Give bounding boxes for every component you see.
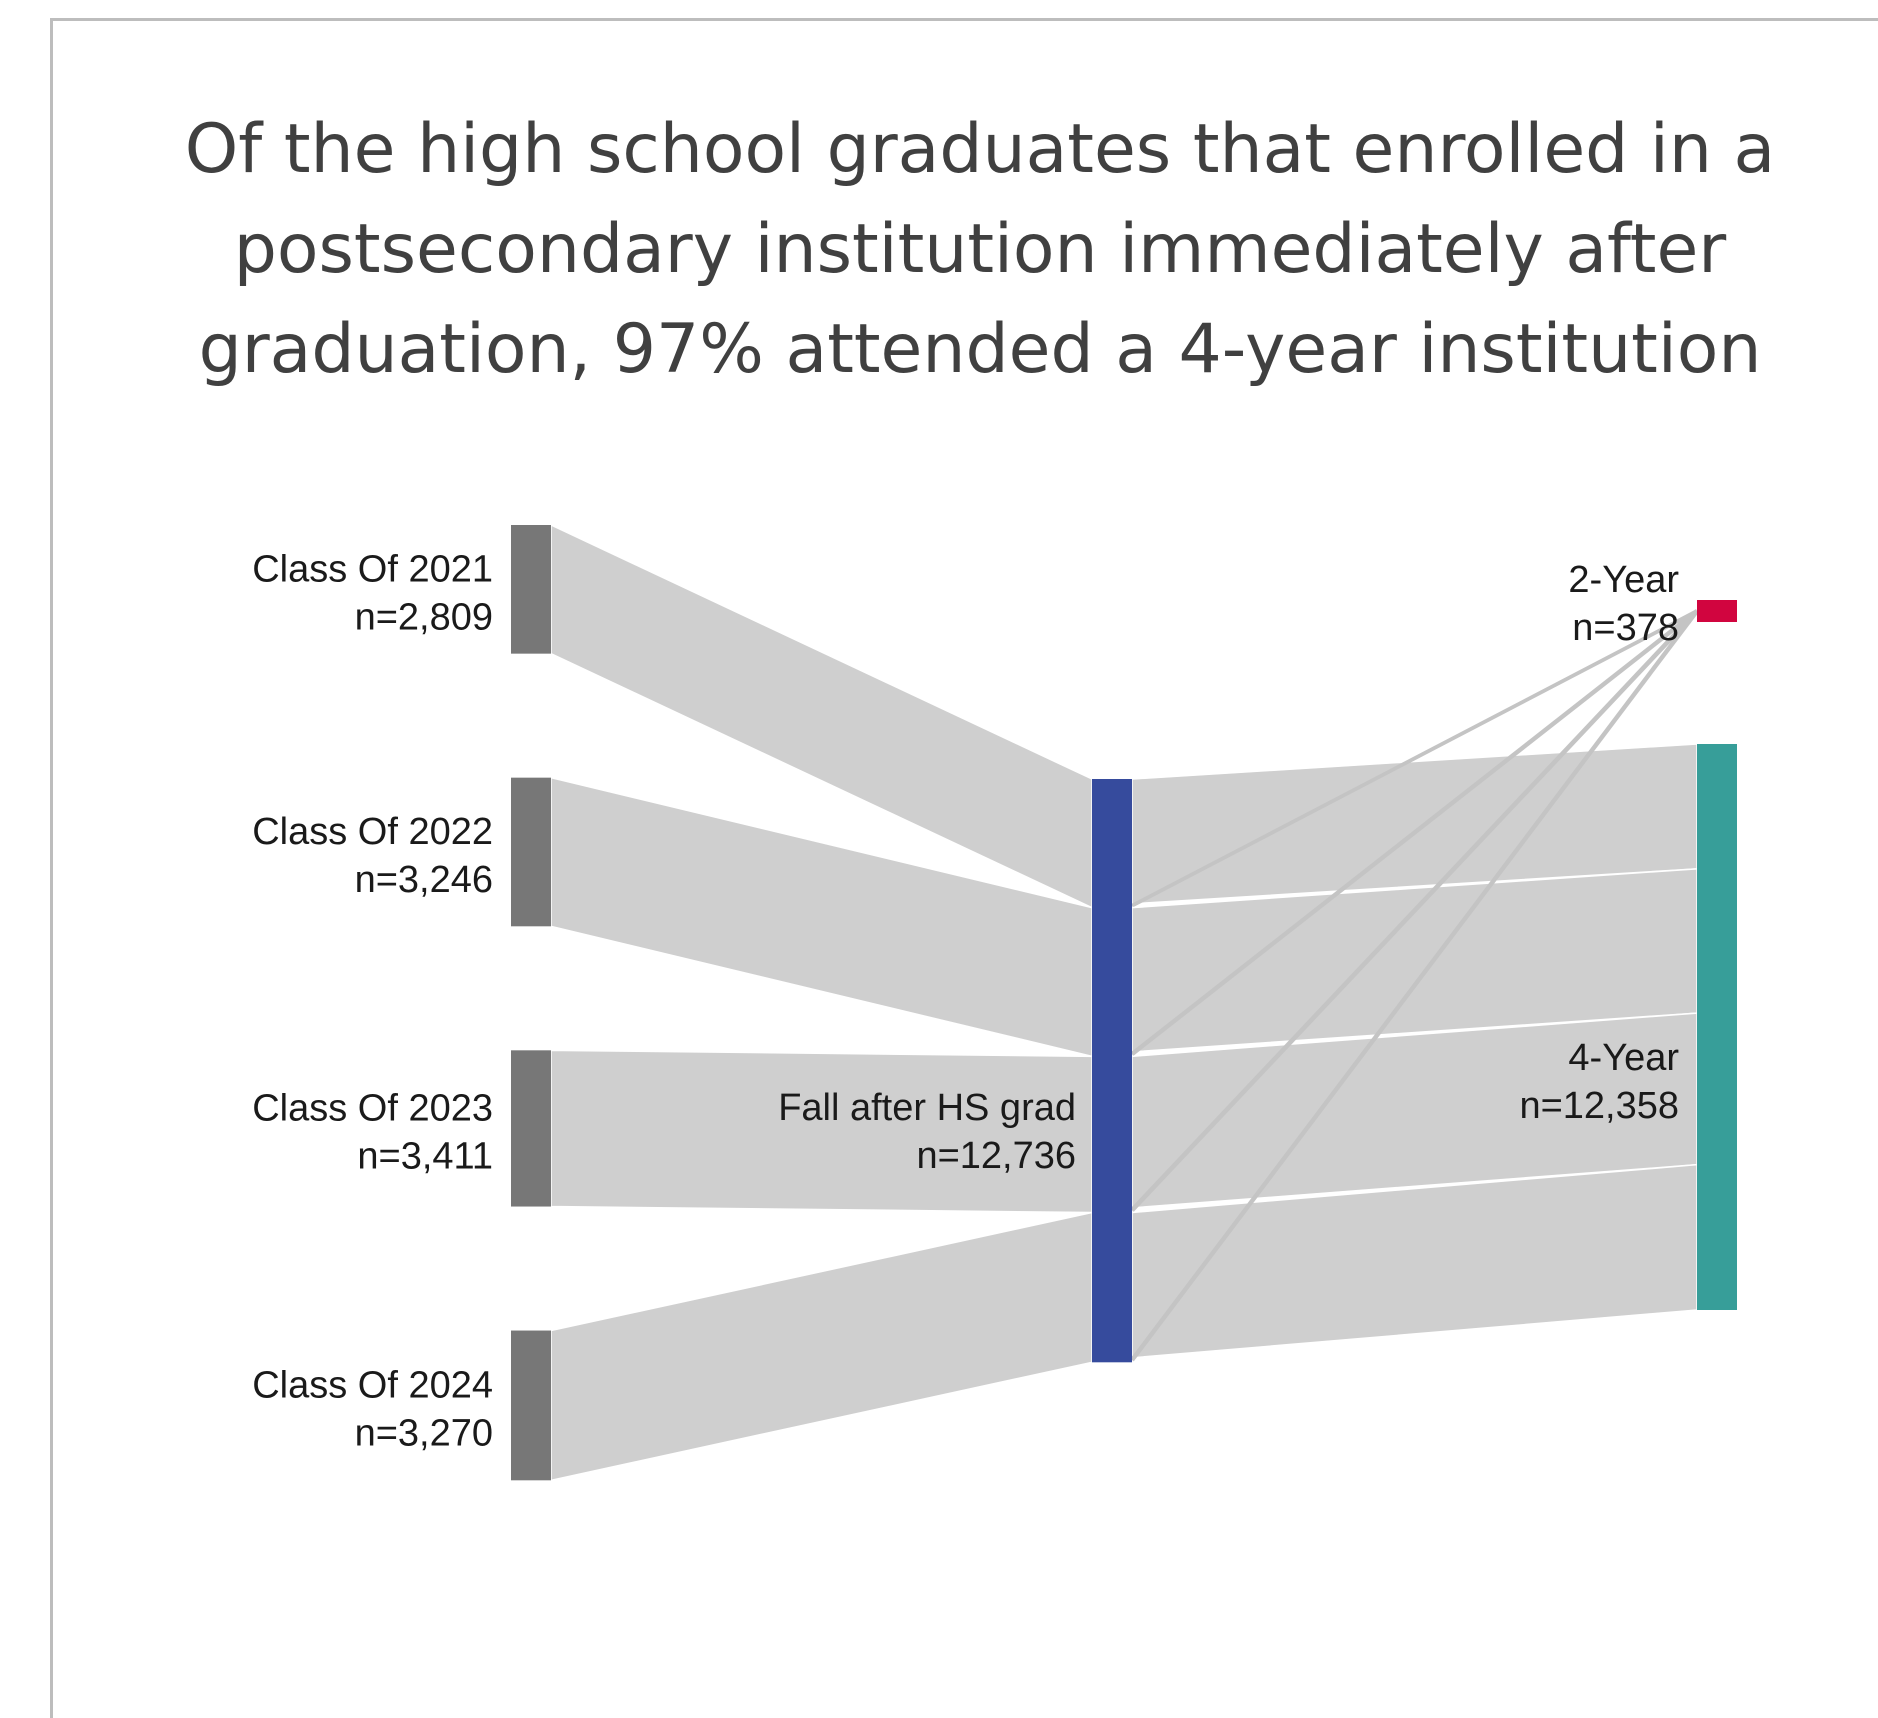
link-fall-to-two-c2024 (1130, 609, 1699, 1362)
node-two (1697, 600, 1737, 622)
node-label-c2024: Class Of 2024 (252, 1364, 493, 1406)
chart-title: Of the high school graduates that enroll… (184, 110, 1776, 389)
node-label-c2021: Class Of 2021 (252, 548, 493, 590)
node-fall (1092, 779, 1132, 1363)
nodes-layer (511, 525, 1737, 1481)
node-value-c2022: n=3,246 (355, 859, 493, 901)
node-value-c2023: n=3,411 (357, 1135, 493, 1177)
node-label-two: 2-Year (1568, 559, 1679, 601)
link-c2023-to-fall (550, 1049, 1093, 1214)
link-c2024-to-fall (550, 1211, 1093, 1482)
chart-frame (50, 18, 1878, 1718)
node-label-four: 4-Year (1568, 1037, 1679, 1079)
link-fall-to-two-c2022 (1130, 609, 1699, 1056)
node-c2022 (511, 777, 551, 927)
node-c2024 (511, 1330, 551, 1481)
node-value-four: n=12,358 (1519, 1085, 1679, 1127)
link-fall-to-two-c2023 (1130, 609, 1699, 1212)
labels-layer: Class Of 2021 n=2,809 Class Of 2022 n=3,246… (252, 548, 1679, 1454)
node-c2023 (511, 1050, 551, 1207)
node-value-c2024: n=3,270 (355, 1412, 493, 1454)
links-layer (550, 523, 1699, 1482)
node-label-c2023: Class Of 2023 (252, 1087, 493, 1129)
link-fall-to-two-c2021 (1131, 609, 1698, 908)
node-value-c2021: n=2,809 (355, 596, 493, 638)
node-four (1697, 744, 1737, 1310)
node-c2021 (511, 525, 551, 654)
node-value-fall: n=12,736 (916, 1135, 1076, 1177)
sankey-chart: Class Of 2021 n=2,809 Class Of 2022 n=3,246… (252, 523, 1737, 1482)
node-label-c2022: Class Of 2022 (252, 811, 493, 853)
node-value-two: n=378 (1572, 607, 1679, 649)
node-label-fall: Fall after HS grad (778, 1087, 1076, 1129)
